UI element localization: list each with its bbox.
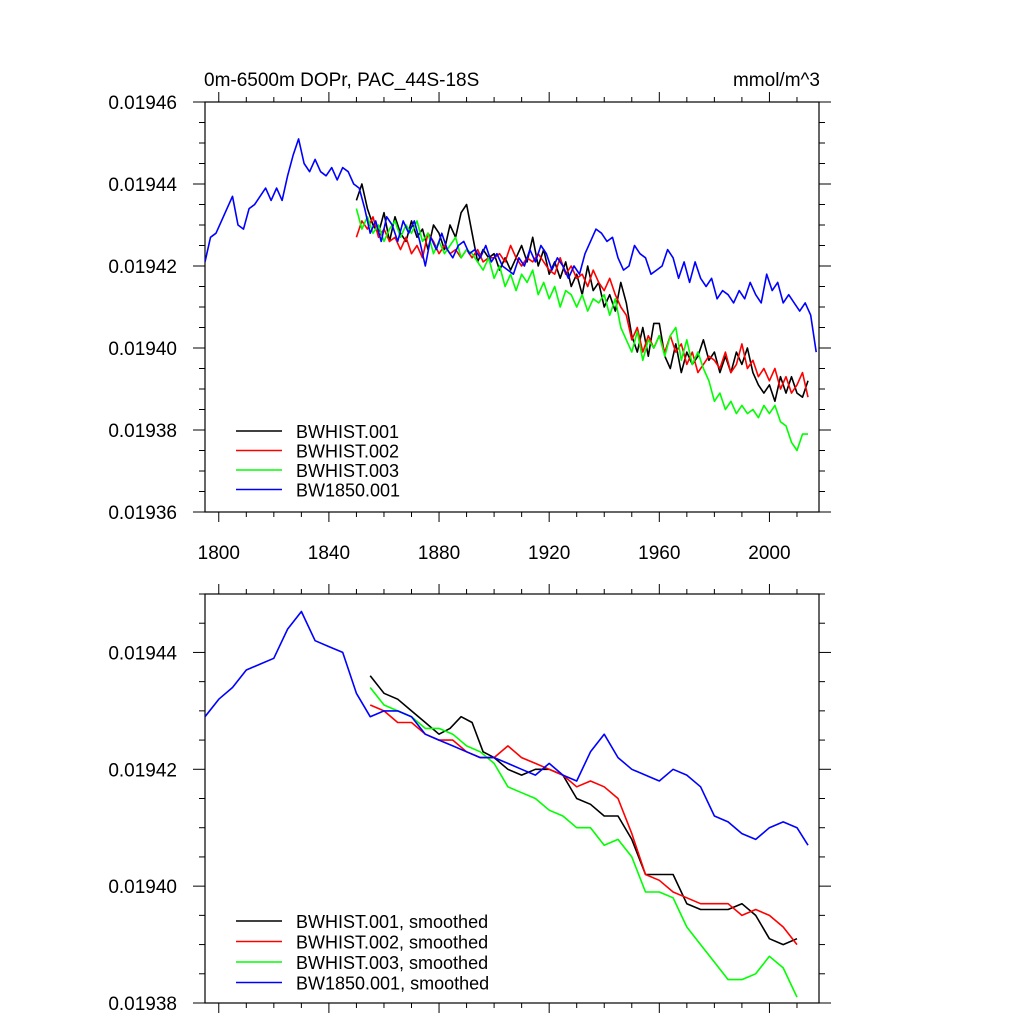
- x-tick-label: 1960: [638, 543, 680, 564]
- y-tick-label: 0.01936: [108, 503, 177, 524]
- legend-label: BWHIST.001: [296, 422, 399, 442]
- series-line: [369, 675, 798, 946]
- y-tick-label: 0.01938: [108, 994, 177, 1015]
- series-line: [205, 610, 809, 846]
- y-axis: 0.01936 0.01938 0.01940 0.01942 0.01944 0.019…: [108, 93, 831, 524]
- chart-title: 0m-6500m DOPr, PAC_44S-18S: [204, 70, 479, 91]
- series-group: [205, 138, 817, 452]
- y-tick-label: 0.01938: [108, 421, 177, 442]
- series-line: [369, 704, 798, 946]
- legend-label: BWHIST.002: [296, 442, 399, 462]
- x-tick-label: 1920: [528, 543, 570, 564]
- series-group: [205, 610, 809, 998]
- series-line: [205, 138, 817, 353]
- bottom-panel-smoothed-series: 0.01938 0.01940 0.01942 0.01944 BWHIST.001, …: [108, 584, 831, 1015]
- x-tick-label: 1880: [418, 543, 460, 564]
- x-axis: [218, 584, 798, 1013]
- y-axis: 0.01938 0.01940 0.01942 0.01944: [108, 593, 831, 1015]
- legend-label: BW1850.001, smoothed: [296, 974, 489, 994]
- y-tick-label: 0.01944: [108, 175, 177, 196]
- y-tick-label: 0.01940: [108, 877, 177, 898]
- legend-label: BW1850.001: [296, 481, 400, 501]
- y-tick-label: 0.01940: [108, 339, 177, 360]
- series-line: [369, 687, 798, 998]
- series-line: [355, 208, 808, 452]
- legend-label: BWHIST.003, smoothed: [296, 953, 488, 973]
- x-tick-label: 2000: [748, 543, 790, 564]
- legend-label: BWHIST.002, smoothed: [296, 933, 488, 953]
- y-tick-label: 0.01946: [108, 93, 177, 114]
- top-plot-area: 1800 1840 1880 1920 1960 20000.019360.019380.…: [108, 92, 831, 564]
- bottom-plot-area: 0.01938 0.01940 0.01942 0.01944 BWHIST.001, …: [108, 584, 831, 1015]
- units-label: mmol/m^3: [733, 70, 820, 91]
- x-axis: 1800 1840 1880 1920 1960 2000: [198, 92, 798, 564]
- x-tick-label: 1840: [308, 543, 350, 564]
- x-tick-label: 1800: [198, 543, 240, 564]
- y-tick-label: 0.01942: [108, 760, 177, 781]
- top-panel-raw-series: 0m-6500m DOPr, PAC_44S-18S mmol/m^3 1800…: [108, 70, 831, 564]
- legend-label: BWHIST.003: [296, 461, 399, 481]
- series-line: [355, 216, 809, 398]
- legend-label: BWHIST.001, smoothed: [296, 912, 488, 932]
- y-tick-label: 0.01942: [108, 257, 177, 278]
- y-tick-label: 0.01944: [108, 643, 177, 664]
